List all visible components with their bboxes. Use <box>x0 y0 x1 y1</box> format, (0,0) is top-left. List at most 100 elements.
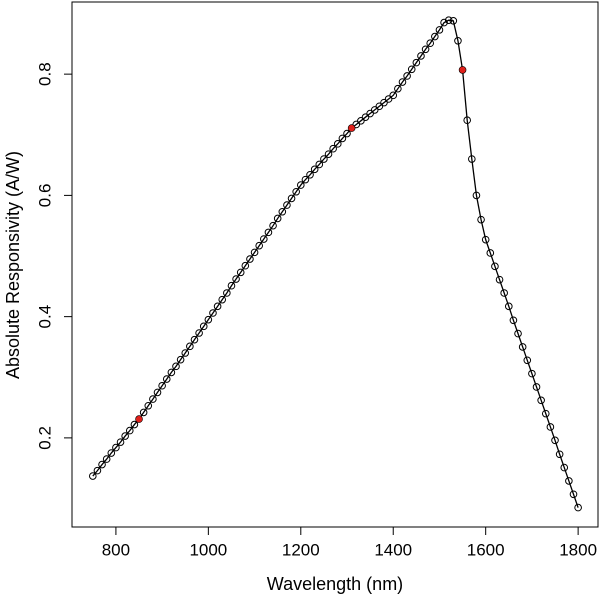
data-point <box>444 16 453 24</box>
data-point <box>301 175 310 184</box>
data-point <box>204 315 213 324</box>
y-tick-label: 0.2 <box>35 426 54 450</box>
data-point <box>352 120 361 129</box>
data-point <box>320 155 328 163</box>
x-axis-label: Wavelength (nm) <box>267 574 403 594</box>
data-point <box>125 426 134 435</box>
data-point <box>93 466 102 475</box>
data-point <box>458 66 467 74</box>
data-point <box>449 16 458 25</box>
data-point <box>135 415 143 423</box>
data-point <box>463 116 471 125</box>
data-point <box>241 261 250 270</box>
x-tick-label: 1200 <box>282 540 320 559</box>
data-point <box>518 343 527 351</box>
data-point <box>370 106 379 114</box>
data-point <box>472 191 481 200</box>
data-point <box>158 381 166 390</box>
y-tick-label: 0.8 <box>35 62 54 86</box>
data-point <box>144 401 153 410</box>
data-point <box>292 187 300 196</box>
data-point <box>495 275 504 284</box>
data-point <box>426 39 435 48</box>
data-point <box>190 335 199 344</box>
data-point <box>477 215 485 224</box>
data-point <box>357 117 365 125</box>
data-point <box>167 368 176 377</box>
data-point <box>315 160 324 169</box>
data-point <box>486 249 495 257</box>
data-point <box>296 181 305 189</box>
data-point <box>135 415 143 423</box>
data-point <box>176 355 185 364</box>
data-point <box>181 349 190 357</box>
data-point <box>565 477 573 485</box>
data-point <box>394 84 402 93</box>
data-point <box>504 302 513 311</box>
data-point <box>546 423 555 431</box>
data-point <box>541 409 550 418</box>
x-tick-label: 1600 <box>467 540 505 559</box>
data-point <box>227 281 236 290</box>
data-point <box>283 201 291 209</box>
data-point <box>324 150 333 158</box>
data-point <box>130 420 139 429</box>
data-point <box>509 316 518 325</box>
data-point <box>375 102 384 111</box>
data-point <box>195 329 203 337</box>
data-point <box>491 262 499 271</box>
y-tick-label: 0.4 <box>35 305 54 329</box>
data-point <box>454 36 462 45</box>
data-point <box>537 396 545 405</box>
data-point <box>361 113 370 121</box>
data-point <box>555 450 564 459</box>
data-point <box>121 432 129 440</box>
data-point <box>246 255 254 263</box>
data-point <box>306 170 314 179</box>
data-point <box>560 463 569 472</box>
data-point <box>172 362 180 371</box>
data-point <box>481 235 490 244</box>
data-point <box>107 449 116 457</box>
data-point <box>468 155 476 163</box>
data-point <box>273 214 282 223</box>
data-point <box>431 32 439 41</box>
data-point <box>250 248 259 257</box>
data-point <box>116 438 125 446</box>
x-tick-label: 800 <box>102 540 130 559</box>
data-point <box>260 235 268 243</box>
data-point <box>209 309 217 317</box>
data-point <box>551 436 559 445</box>
data-point <box>500 289 508 297</box>
data-point <box>255 241 263 250</box>
data-point <box>139 408 148 417</box>
data-point <box>186 342 194 351</box>
x-tick-label: 1000 <box>189 540 227 559</box>
data-point <box>338 134 347 143</box>
data-point <box>412 58 421 67</box>
data-point <box>269 221 277 230</box>
data-point <box>389 91 398 100</box>
data-point <box>407 65 416 74</box>
data-point <box>532 383 541 391</box>
data-point <box>236 268 245 277</box>
x-tick-label: 1400 <box>374 540 412 559</box>
y-axis-label: Absolute Responsivity (A/W) <box>3 151 23 379</box>
y-tick-label: 0.6 <box>35 184 54 208</box>
data-point <box>384 95 393 103</box>
x-tick-label: 1800 <box>559 540 597 559</box>
data-point <box>348 124 355 132</box>
data-point <box>102 455 111 463</box>
data-point <box>380 98 388 107</box>
data-point <box>88 472 97 480</box>
data-point <box>278 207 287 216</box>
data-point <box>440 18 448 27</box>
data-point <box>149 395 157 403</box>
data-point <box>459 66 466 74</box>
data-point <box>329 144 337 153</box>
data-point <box>514 329 522 338</box>
data-point <box>435 26 444 34</box>
data-point <box>98 460 106 469</box>
